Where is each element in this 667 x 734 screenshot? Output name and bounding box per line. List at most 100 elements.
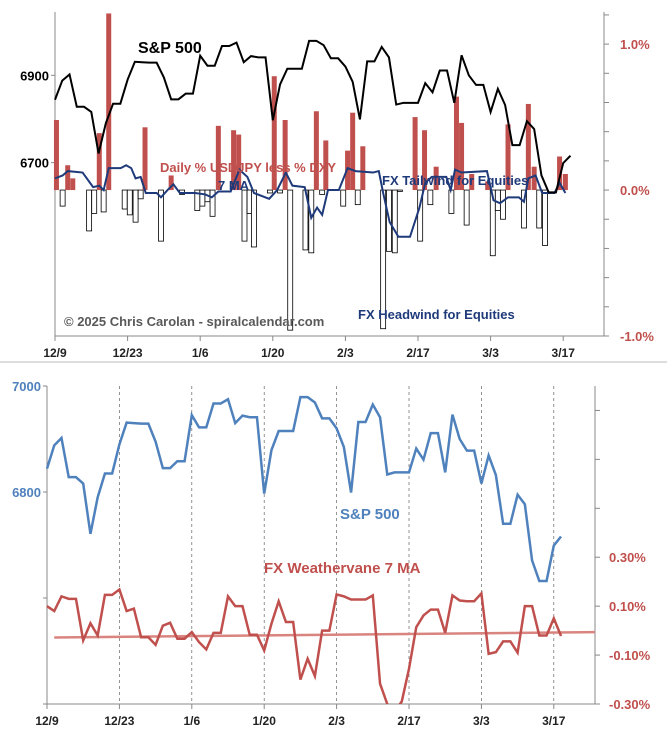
left-tick-label: 6700 [20,156,49,171]
top-spx-label: S&P 500 [138,40,202,57]
x-tick-label: 2/3 [328,714,345,728]
ma-label: 7 MA [218,178,250,193]
trend-line [54,630,596,639]
spx-line [45,395,563,583]
bar-positive [231,130,237,191]
right-tick-label: 0.30% [609,550,646,565]
x-tick-label: 2/3 [337,346,354,360]
bar-positive [525,103,531,191]
x-tick-label: 2/17 [397,714,421,728]
bar-positive [453,96,459,191]
bottom-spx-label: S&P 500 [340,506,400,523]
right-tick-label: -0.10% [609,648,651,663]
bar-positive [323,140,329,191]
top-chart: 12/9 12/23 1/6 1/20 2/3 2/17 3/3 3/17 6900 6700 1.… [20,12,654,360]
ma-line [54,164,567,238]
bar-negative [448,189,455,214]
bar-negative [308,189,315,254]
bar-negative [542,189,548,246]
bar-positive [142,127,148,191]
bar-positive [433,166,439,191]
bar-negative [209,189,216,217]
x-tick-label: 1/20 [261,346,285,360]
right-tick-label: -0.30% [609,697,651,712]
bar-positive [485,181,491,191]
left-tick-label: 6800 [12,485,41,500]
bar-positive [469,174,475,191]
bar-positive [168,175,174,191]
spx-line [54,39,572,194]
tailwind-label: FX Tailwind for Equities [382,173,528,188]
bar-negative [287,189,294,331]
x-tick-label: 12/9 [43,346,67,360]
x-tick-label: 1/6 [183,714,200,728]
copyright-label: © 2025 Chris Carolan - spiralcalendar.co… [64,314,324,329]
bar-positive [562,174,568,191]
bar-negative [86,189,93,232]
bar-negative [500,189,506,220]
bar-negative [427,189,434,206]
bar-negative [521,189,527,229]
bar-negative [91,189,98,214]
x-tick-label: 12/23 [104,714,134,728]
bar-positive [53,120,59,191]
bar-positive [412,117,418,191]
bar-positive [459,122,465,191]
bar-negative [266,189,273,194]
bar-positive [106,13,112,191]
bars-label: Daily % USDJPY less % DXY [160,160,336,175]
bar-positive [505,124,511,191]
right-tick-label: 0.10% [609,599,646,614]
bar-negative [489,189,496,257]
bar-negative [319,189,326,195]
bar-positive [236,134,242,191]
right-tick-label: 1.0% [620,37,650,52]
bar-negative [132,189,139,223]
bar-negative [100,189,107,213]
right-tick-label: -1.0% [620,329,654,344]
bar-negative [391,189,398,254]
bar-negative [199,189,206,207]
bar-positive [271,76,277,191]
bar-positive [422,130,428,191]
left-tick-label: 6900 [20,68,49,83]
bottom-chart: 12/9 12/23 1/6 1/20 2/3 2/17 3/3 3/17 7000 6800 0.… [12,379,651,728]
bar-negative [277,189,283,194]
bar-negative [121,189,128,210]
bar-positive [531,166,537,191]
left-tick-label: 7000 [12,379,41,394]
x-tick-label: 12/23 [113,346,143,360]
weathervane-label: FX Weathervane 7 MA [264,560,421,577]
bar-negative [340,189,347,207]
x-tick-label: 2/17 [406,346,430,360]
x-tick-label: 3/17 [542,714,566,728]
bar-positive [96,133,102,191]
bar-positive [215,125,221,191]
bar-positive [282,120,288,191]
bar-negative [59,189,66,207]
x-tick-label: 3/3 [473,714,490,728]
bar-negative [494,189,501,211]
x-tick-label: 1/6 [192,346,209,360]
x-tick-label: 1/20 [253,714,277,728]
bar-negative [137,189,144,200]
weathervane-line [46,587,563,704]
bar-negative [463,189,470,226]
bar-positive [360,146,366,191]
bar-positive [70,178,76,191]
bar-positive [65,165,71,191]
bar-negative [396,189,403,192]
x-tick-label: 12/9 [35,714,59,728]
bar-negative [126,189,133,216]
bar-negative [251,189,257,248]
headwind-label: FX Headwind for Equities [358,307,515,322]
x-tick-label: 3/17 [552,346,576,360]
bar-negative [241,189,248,242]
bar-negative [354,189,361,206]
bar-negative [158,189,164,242]
bar-positive [350,112,356,191]
bar-positive [557,156,563,191]
bar-negative [536,189,543,229]
right-tick-label: 0.0% [620,183,650,198]
